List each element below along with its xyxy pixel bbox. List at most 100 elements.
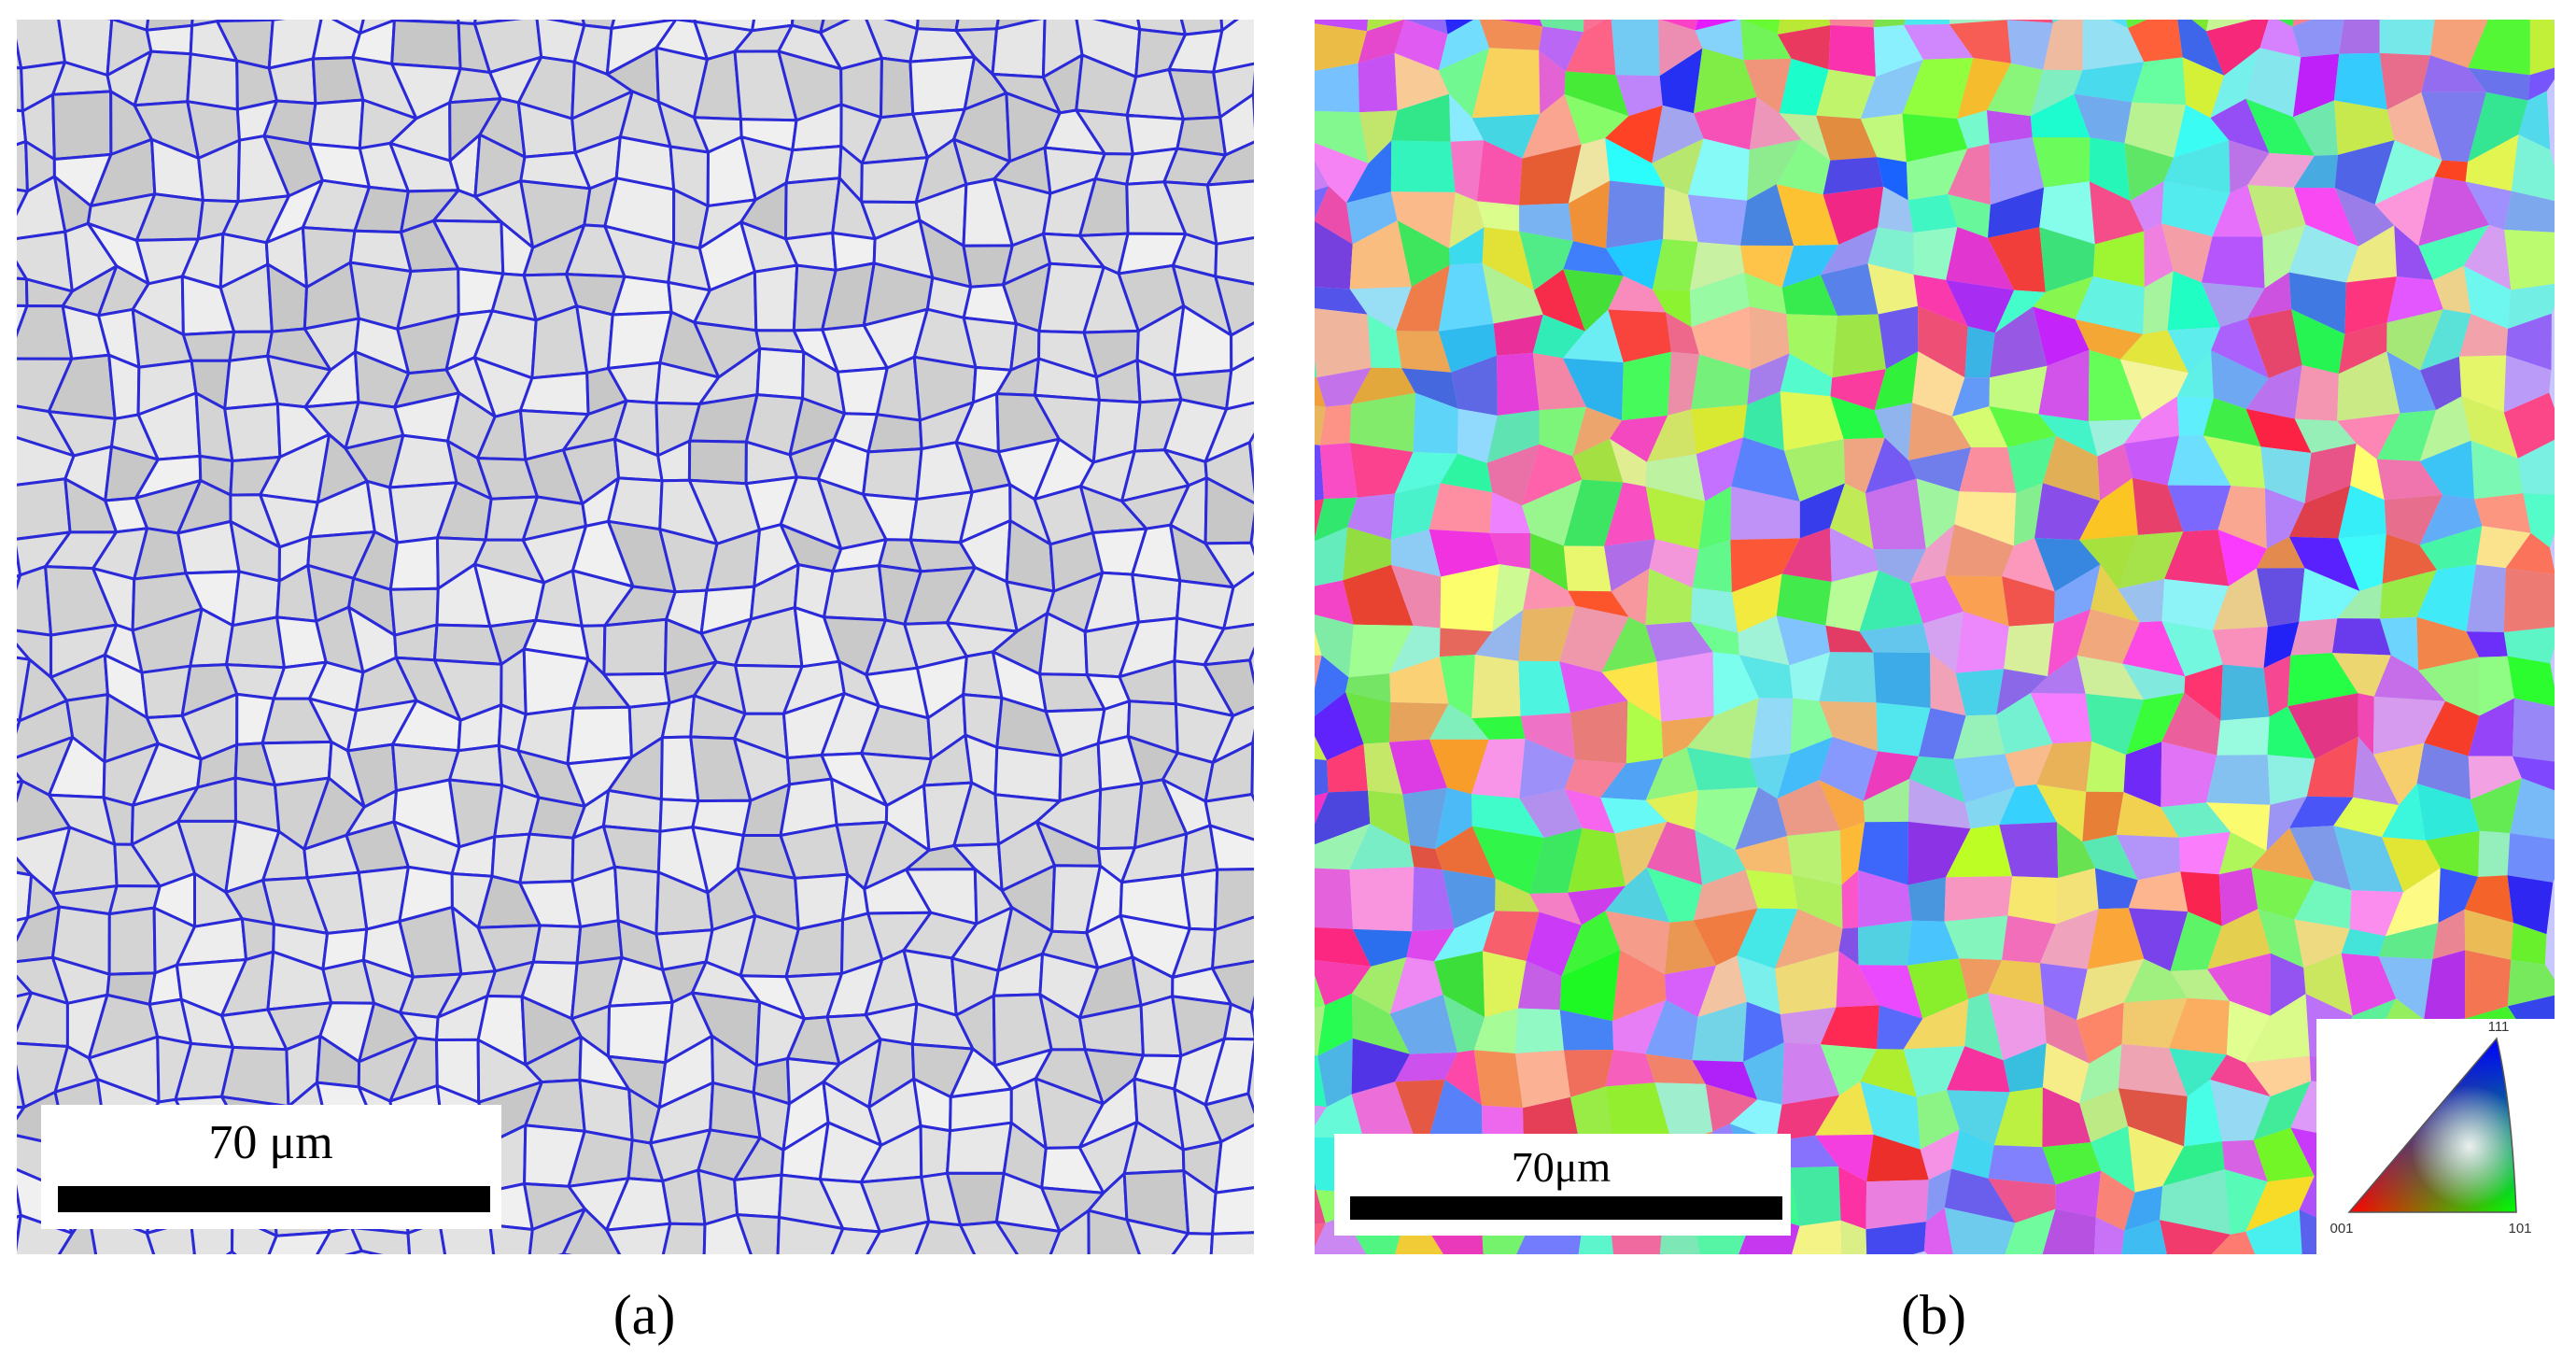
grain (2468, 20, 2530, 76)
grain (2206, 755, 2271, 805)
grain (2002, 576, 2055, 627)
grain (1604, 482, 1655, 546)
grain (1563, 241, 1624, 276)
grain (2294, 919, 2350, 968)
grain (959, 1221, 1020, 1254)
grain (1987, 63, 2044, 117)
grain (1913, 227, 1958, 280)
grain (2507, 833, 2555, 883)
grain (1694, 97, 1757, 150)
grain (1445, 20, 1474, 35)
grain (1395, 1080, 1445, 1139)
grain (1996, 693, 2053, 755)
grain (1438, 48, 1490, 119)
grain (1180, 868, 1219, 931)
grain (1315, 143, 1369, 204)
grain (1315, 655, 1322, 689)
grain (1781, 528, 1832, 582)
grain (1315, 527, 1348, 587)
grain (1645, 790, 1698, 830)
grain (1208, 824, 1254, 871)
grain (2470, 778, 2522, 834)
grain (388, 536, 440, 591)
grain (1260, 277, 1313, 320)
grain (1317, 1038, 1353, 1108)
grain (2092, 231, 2145, 288)
grain (2464, 909, 2513, 960)
grain (1315, 824, 1371, 870)
grain (2506, 313, 2552, 371)
grain (2461, 396, 2518, 459)
grain (1367, 314, 1402, 369)
grain (1865, 478, 1926, 550)
grain (1645, 999, 1698, 1061)
grain (1780, 391, 1844, 451)
grain (2386, 92, 2442, 161)
grain (1327, 743, 1368, 793)
grain (2416, 616, 2480, 671)
grain (1600, 757, 1664, 800)
grain (1517, 961, 1562, 1011)
grain (2039, 909, 2099, 969)
grain (753, 263, 799, 332)
grain (784, 177, 841, 241)
grain (1131, 572, 1182, 624)
grain (2503, 355, 2552, 413)
grain (2419, 526, 2483, 571)
grain (1394, 20, 1448, 71)
grain (1697, 955, 1747, 1018)
grain (1568, 590, 1629, 617)
grain (17, 404, 18, 408)
grain (1664, 920, 1716, 975)
grain (2294, 187, 2359, 247)
grain (2245, 994, 2310, 1064)
grain (1781, 275, 1837, 316)
grain (1873, 652, 1931, 709)
grain (1820, 1044, 1878, 1095)
grain (1645, 1053, 1706, 1084)
grain (2246, 272, 2292, 318)
grain (1347, 493, 1396, 540)
grain (1661, 715, 1714, 758)
grain (1389, 657, 1449, 704)
grain (1519, 203, 1574, 242)
grain (1738, 655, 1794, 699)
grain (1349, 867, 1415, 932)
grain (1859, 623, 1931, 654)
grain (2384, 494, 2443, 545)
grain (601, 788, 663, 833)
grain (2503, 568, 2555, 632)
grain (1391, 93, 1451, 142)
grain (2373, 696, 2446, 755)
grain (1352, 957, 1407, 1014)
grain (2184, 1080, 2222, 1147)
grain (2333, 100, 2395, 155)
grain (271, 20, 287, 21)
grain (1449, 191, 1485, 248)
grain (1907, 958, 1969, 1019)
grain (2468, 92, 2528, 163)
grain (1749, 97, 1802, 150)
scale-bar-line (1350, 1196, 1782, 1220)
grain (1907, 920, 1960, 966)
grain (1838, 1166, 1867, 1230)
grain (2278, 20, 2294, 27)
grain (1315, 1189, 1326, 1224)
grain (2504, 191, 2555, 233)
grain (1495, 878, 1540, 912)
grain (1315, 20, 1369, 32)
grain (1867, 227, 1914, 275)
grain (2430, 20, 2488, 68)
grain (1394, 52, 1450, 111)
grain (2288, 224, 2359, 283)
grain (1442, 869, 1496, 929)
grain (1204, 541, 1254, 589)
grain (1906, 148, 1968, 201)
grain (2176, 350, 2214, 399)
grain (17, 66, 24, 113)
grain (1429, 529, 1499, 577)
grain (2527, 67, 2555, 101)
grain (2039, 963, 2088, 1021)
grain (1776, 1135, 1839, 1168)
grain (1951, 377, 1990, 417)
